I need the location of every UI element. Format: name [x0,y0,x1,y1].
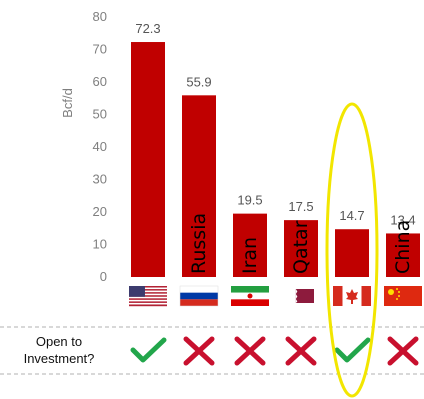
china-flag-icon [384,286,422,306]
y-axis-ticks: 0 10 20 30 40 50 60 70 80 [93,9,107,284]
iran-flag-icon [231,286,269,306]
bar-value-label: 19.5 [237,193,262,208]
bar-value-label: 14.7 [339,208,364,223]
investment-question-line1: Open to [36,334,82,349]
country-label: China [392,220,414,274]
y-tick-label: 0 [100,269,107,284]
investment-question-line2: Investment? [24,351,95,366]
cross-icon [183,336,215,366]
investment-marks [130,336,419,366]
cross-icon [234,336,266,366]
y-tick-label: 30 [93,172,107,187]
y-axis-label: Bcf/d [60,88,75,118]
value-labels: 72.3 55.9 19.5 17.5 14.7 13.4 [135,21,415,227]
cross-icon [285,336,317,366]
cross-icon [387,336,419,366]
flags-row [129,285,422,307]
bar [335,229,369,277]
bar [131,42,165,278]
bar-value-label: 72.3 [135,21,160,36]
country-label: Russia [188,213,210,274]
bar-value-label: 13.4 [390,212,415,227]
bar-value-label: 55.9 [186,74,211,89]
y-tick-label: 80 [93,9,107,24]
y-tick-label: 50 [93,107,107,122]
country-labels: Russia Iran Qatar China [188,213,414,274]
russia-flag-icon [179,285,219,307]
us-flag-icon [129,286,167,307]
check-icon [130,337,167,363]
y-tick-label: 20 [93,204,107,219]
country-label: Qatar [290,220,312,274]
bars [131,42,420,278]
bar [386,233,420,277]
country-label: Iran [239,237,261,274]
y-tick-label: 40 [93,139,107,154]
bar [233,213,267,277]
check-icon [334,337,371,363]
bar-value-label: 17.5 [288,199,313,214]
highlight-ellipse [325,102,379,398]
bar [182,95,216,277]
bar [284,220,318,277]
y-tick-label: 10 [93,237,107,252]
y-tick-label: 60 [93,74,107,89]
y-tick-label: 70 [93,42,107,57]
canada-flag-icon [333,286,371,306]
qatar-flag-icon [288,289,314,303]
